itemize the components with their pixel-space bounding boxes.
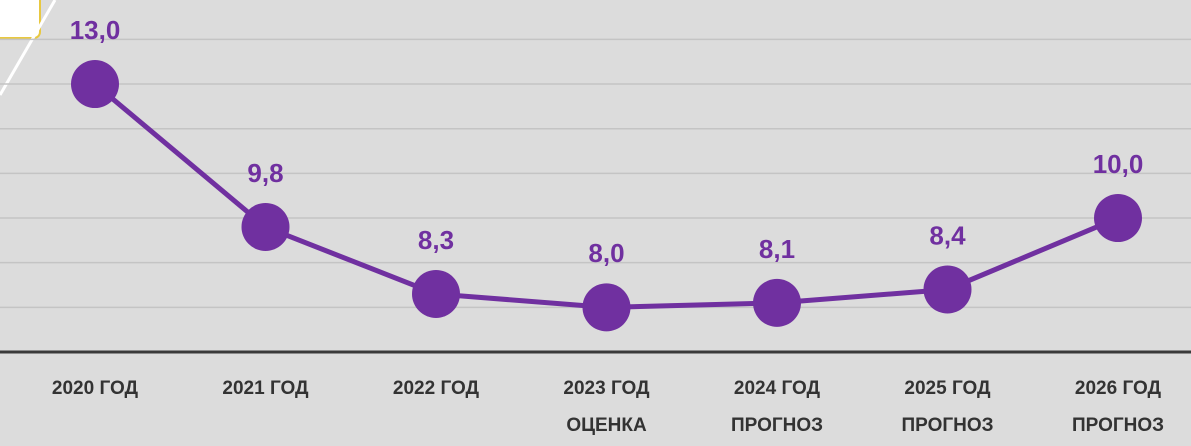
x-tick-label: 2025 ГОД ПРОГНОЗ [901, 378, 994, 436]
point [1094, 194, 1142, 243]
point [71, 60, 119, 109]
data-label: 8,0 [588, 238, 624, 268]
data-label: 10,0 [1093, 149, 1144, 179]
x-tick-label: 2023 ГОД ОЦЕНКА [563, 378, 650, 436]
point [923, 265, 972, 314]
point [582, 283, 631, 332]
corner-stroke [0, 0, 57, 96]
x-tick-label: 2021 ГОД [222, 378, 309, 399]
x-tick-label: 2022 ГОД [392, 378, 480, 399]
x-tick-label: 2026 ГОД ПРОГНОЗ [1071, 378, 1165, 436]
data-label: 8,1 [759, 234, 795, 264]
point [753, 278, 801, 327]
data-label: 8,3 [418, 225, 454, 255]
data-label: 8,4 [929, 220, 966, 250]
data-label: 9,8 [247, 158, 283, 188]
x-tick-label: 2020 ГОД [51, 378, 139, 399]
corner-box [0, 0, 41, 39]
x-tick-label: 2024 ГОД ПРОГНОЗ [730, 378, 824, 436]
point [412, 269, 460, 318]
data-label: 13,0 [70, 15, 121, 45]
point [241, 202, 290, 251]
